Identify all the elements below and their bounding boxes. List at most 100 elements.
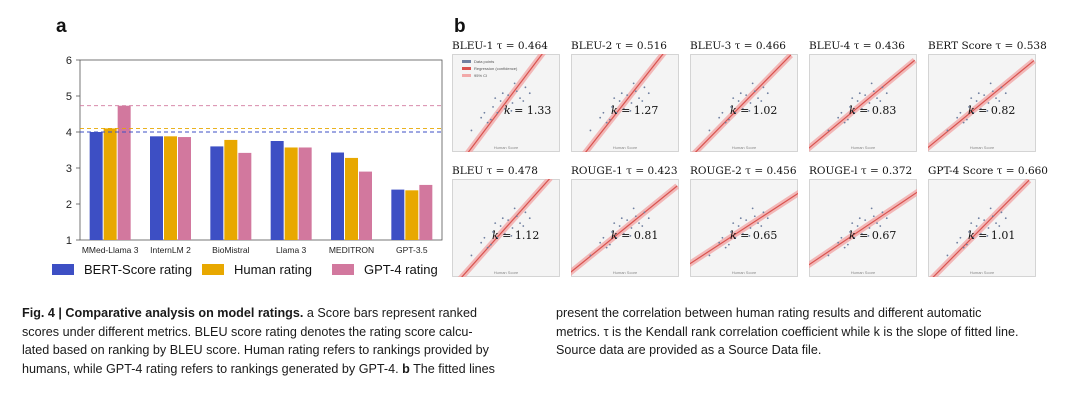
panel-tau-label: τ = (741, 165, 767, 177)
data-point (748, 109, 751, 112)
data-point (983, 94, 986, 97)
fitted-line (461, 179, 551, 277)
panel-tau-value: 0.516 (636, 40, 667, 52)
data-point (837, 241, 840, 244)
data-point (868, 102, 871, 104)
data-point (522, 100, 525, 102)
data-point (602, 236, 605, 239)
panel-metric: BLEU-2 (571, 40, 613, 52)
y-tick-label: 5 (66, 91, 72, 103)
panel-title: BLEU-3 τ = 0.466 (690, 40, 814, 52)
data-point (742, 232, 744, 235)
bar (89, 132, 103, 240)
panel-tau-label: τ = (622, 165, 648, 177)
data-point (480, 116, 483, 119)
caption-line-1-text: a Score bars represent ranked (303, 306, 477, 320)
slope-symbol: k (730, 229, 737, 242)
data-point (647, 92, 650, 95)
data-point (618, 100, 621, 102)
bar (284, 147, 298, 240)
data-point (853, 236, 856, 239)
data-point (724, 246, 727, 249)
data-point (879, 225, 882, 227)
data-point (511, 227, 514, 229)
data-point (986, 109, 989, 112)
panel-tau-label: τ = (857, 165, 883, 177)
panel-title: BERT Score τ = 0.538 (928, 40, 1052, 52)
slope-label: k = 1.33 (504, 104, 551, 117)
data-point (856, 100, 859, 102)
data-point (959, 111, 962, 114)
caption-left: Fig. 4 | Comparative analysis on model r… (22, 304, 542, 378)
data-point (496, 236, 499, 239)
data-point (739, 217, 742, 220)
data-point (970, 97, 973, 99)
data-point (524, 86, 527, 89)
data-point (766, 92, 769, 95)
legend-label-bert: BERT-Score rating (84, 262, 193, 277)
scatter-panel: BLEU τ = 0.478 Human Score k = 1.12 (452, 165, 564, 279)
slope-equals: = (974, 104, 991, 117)
data-point (959, 236, 962, 239)
panel-legend-swatch (462, 74, 471, 77)
data-point (727, 118, 730, 121)
x-tick-label: InternLM 2 (150, 245, 191, 255)
data-point (629, 234, 632, 237)
data-point (946, 129, 949, 132)
data-point (843, 246, 846, 249)
panel-tau-label: τ = (483, 165, 508, 177)
x-axis-label: Human Score (851, 145, 876, 150)
data-point (486, 246, 489, 249)
panel-legend-swatch (462, 60, 471, 63)
fitted-line (809, 59, 916, 149)
panel-metric: ROUGE-l (809, 165, 858, 177)
data-point (615, 236, 618, 239)
slope-equals: = (855, 229, 872, 242)
data-point (480, 241, 483, 244)
y-tick-label: 4 (66, 127, 72, 139)
data-point (757, 222, 759, 224)
panel-b-label: b (454, 16, 466, 37)
data-point (989, 207, 992, 210)
data-point (870, 207, 873, 210)
slope-symbol: k (849, 229, 856, 242)
data-point (861, 232, 863, 235)
plot-frame (79, 59, 443, 241)
data-point (843, 121, 846, 124)
caption-line-2: scores under different metrics. BLEU sco… (22, 324, 473, 339)
data-point (708, 129, 711, 132)
data-point (748, 234, 751, 237)
data-point (983, 219, 986, 222)
data-point (638, 97, 640, 99)
data-point (641, 100, 644, 102)
panel-metric: ROUGE-1 (571, 165, 623, 177)
data-point (504, 232, 506, 235)
panel-metric: ROUGE-2 (690, 165, 742, 177)
data-point (991, 215, 994, 218)
legend-label-gpt4: GPT-4 rating (364, 262, 438, 277)
scatter-plot: Human Score (928, 179, 1036, 277)
data-point (739, 92, 742, 95)
data-point (515, 90, 518, 93)
data-point (749, 227, 752, 229)
bar (331, 152, 344, 240)
data-point (501, 92, 504, 95)
data-point (641, 225, 644, 227)
panel-tau-value: 0.478 (507, 165, 538, 177)
data-point (602, 111, 605, 114)
slope-equals: = (855, 104, 872, 117)
data-point (762, 86, 765, 89)
caption-fig-label: Fig. 4 | Comparative analysis on model r… (22, 306, 304, 320)
panel-metric: BLEU-3 (690, 40, 732, 52)
data-point (737, 225, 740, 227)
data-point (515, 215, 518, 218)
fitted-line (690, 192, 798, 265)
scatter-plot: Human Score Data points Regression (confid… (452, 54, 560, 152)
chart-legend: BERT-Score rating Human rating GPT-4 rat… (52, 262, 452, 280)
data-point (496, 111, 499, 114)
data-point (489, 243, 492, 246)
scatter-panel: BERT Score τ = 0.538 Human Score k = 0.82 (928, 40, 1047, 154)
data-point (504, 107, 506, 110)
data-point (528, 92, 531, 95)
panel-tau-label: τ = (731, 40, 756, 52)
